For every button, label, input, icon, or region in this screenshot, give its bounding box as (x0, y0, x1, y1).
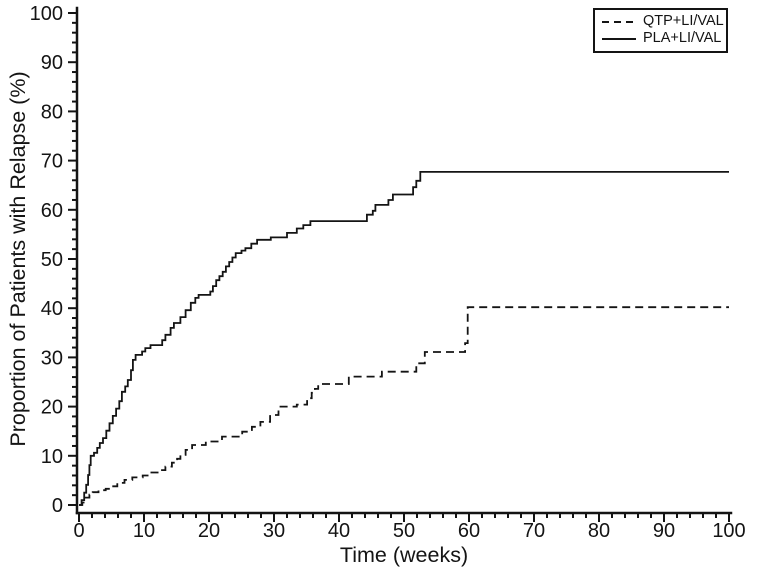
y-tick-label: 40 (41, 298, 63, 320)
y-tick-label: 60 (41, 200, 63, 222)
pla-li-val-curve (79, 171, 729, 506)
legend-item-qtp: QTP+LI/VAL (602, 13, 724, 30)
x-tick-label: 10 (133, 520, 155, 542)
y-tick-label: 80 (41, 101, 63, 123)
x-tick-label: 70 (523, 520, 545, 542)
x-axis-title: Time (weeks) (339, 543, 469, 567)
y-tick-label: 70 (41, 151, 63, 173)
x-tick-label: 90 (653, 520, 675, 542)
x-tick-label: 0 (73, 520, 84, 542)
x-tick-label: 100 (712, 520, 745, 542)
y-tick-label: 20 (41, 397, 63, 419)
y-axis-title: Proportion of Patients with Relapse (%) (6, 71, 30, 447)
y-tick-label: 30 (41, 347, 63, 369)
qtp-li-val-curve (79, 306, 729, 506)
y-tick-label: 90 (41, 52, 63, 74)
x-tick-label: 50 (393, 520, 415, 542)
solid-line-sample-icon (602, 37, 636, 40)
x-tick-label: 30 (263, 520, 285, 542)
legend-label-qtp: QTP+LI/VAL (643, 13, 724, 29)
y-tick-label: 100 (30, 3, 63, 25)
dashed-line-sample-icon (602, 20, 636, 23)
y-tick-label: 10 (41, 446, 63, 468)
x-tick-label: 20 (198, 520, 220, 542)
y-tick-label: 0 (52, 495, 63, 517)
x-tick-label: 60 (458, 520, 480, 542)
legend-item-pla: PLA+LI/VAL (602, 30, 722, 47)
x-tick-label: 80 (588, 520, 610, 542)
x-tick-label: 40 (328, 520, 350, 542)
legend: QTP+LI/VAL PLA+LI/VAL (593, 8, 728, 53)
legend-label-pla: PLA+LI/VAL (643, 30, 722, 46)
y-tick-label: 50 (41, 249, 63, 271)
